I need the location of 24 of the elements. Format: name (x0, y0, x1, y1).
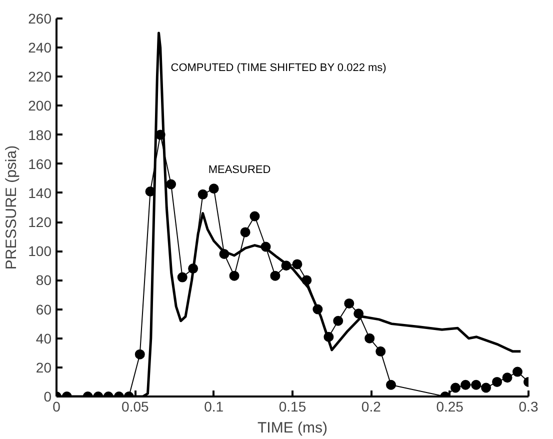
y-tick-label: 180 (28, 126, 52, 143)
y-tick-label: 0 (44, 388, 52, 404)
y-tick-label: 220 (28, 68, 52, 85)
y-tick-label: 80 (36, 272, 52, 288)
x-axis-title: TIME (ms) (258, 420, 328, 436)
series-label: MEASURED (208, 164, 271, 176)
y-tick-label: 40 (36, 330, 52, 346)
y-tick-label: 120 (28, 214, 52, 230)
y-tick-label: 240 (28, 40, 52, 56)
x-tick-label: 0.2 (361, 398, 382, 414)
y-tick-label: 140 (28, 184, 52, 201)
y-tick-label: 160 (28, 156, 52, 172)
series-label: COMPUTED (TIME SHIFTED BY 0.022 ms) (170, 62, 386, 74)
x-tick-label: 0.3 (518, 398, 538, 414)
y-tick-label: 200 (28, 98, 52, 114)
y-tick-label: 100 (28, 243, 52, 260)
y-tick-label: 20 (36, 359, 52, 376)
x-tick-label: 0.1 (204, 398, 224, 414)
x-tick-label: 0.05 (122, 398, 150, 414)
y-axis-title: PRESSURE (psia) (3, 145, 20, 270)
y-tick-label: 60 (36, 301, 52, 318)
x-tick-label: 0.15 (278, 398, 306, 414)
x-tick-label: 0.25 (436, 398, 464, 414)
y-tick-label: 260 (28, 10, 52, 26)
